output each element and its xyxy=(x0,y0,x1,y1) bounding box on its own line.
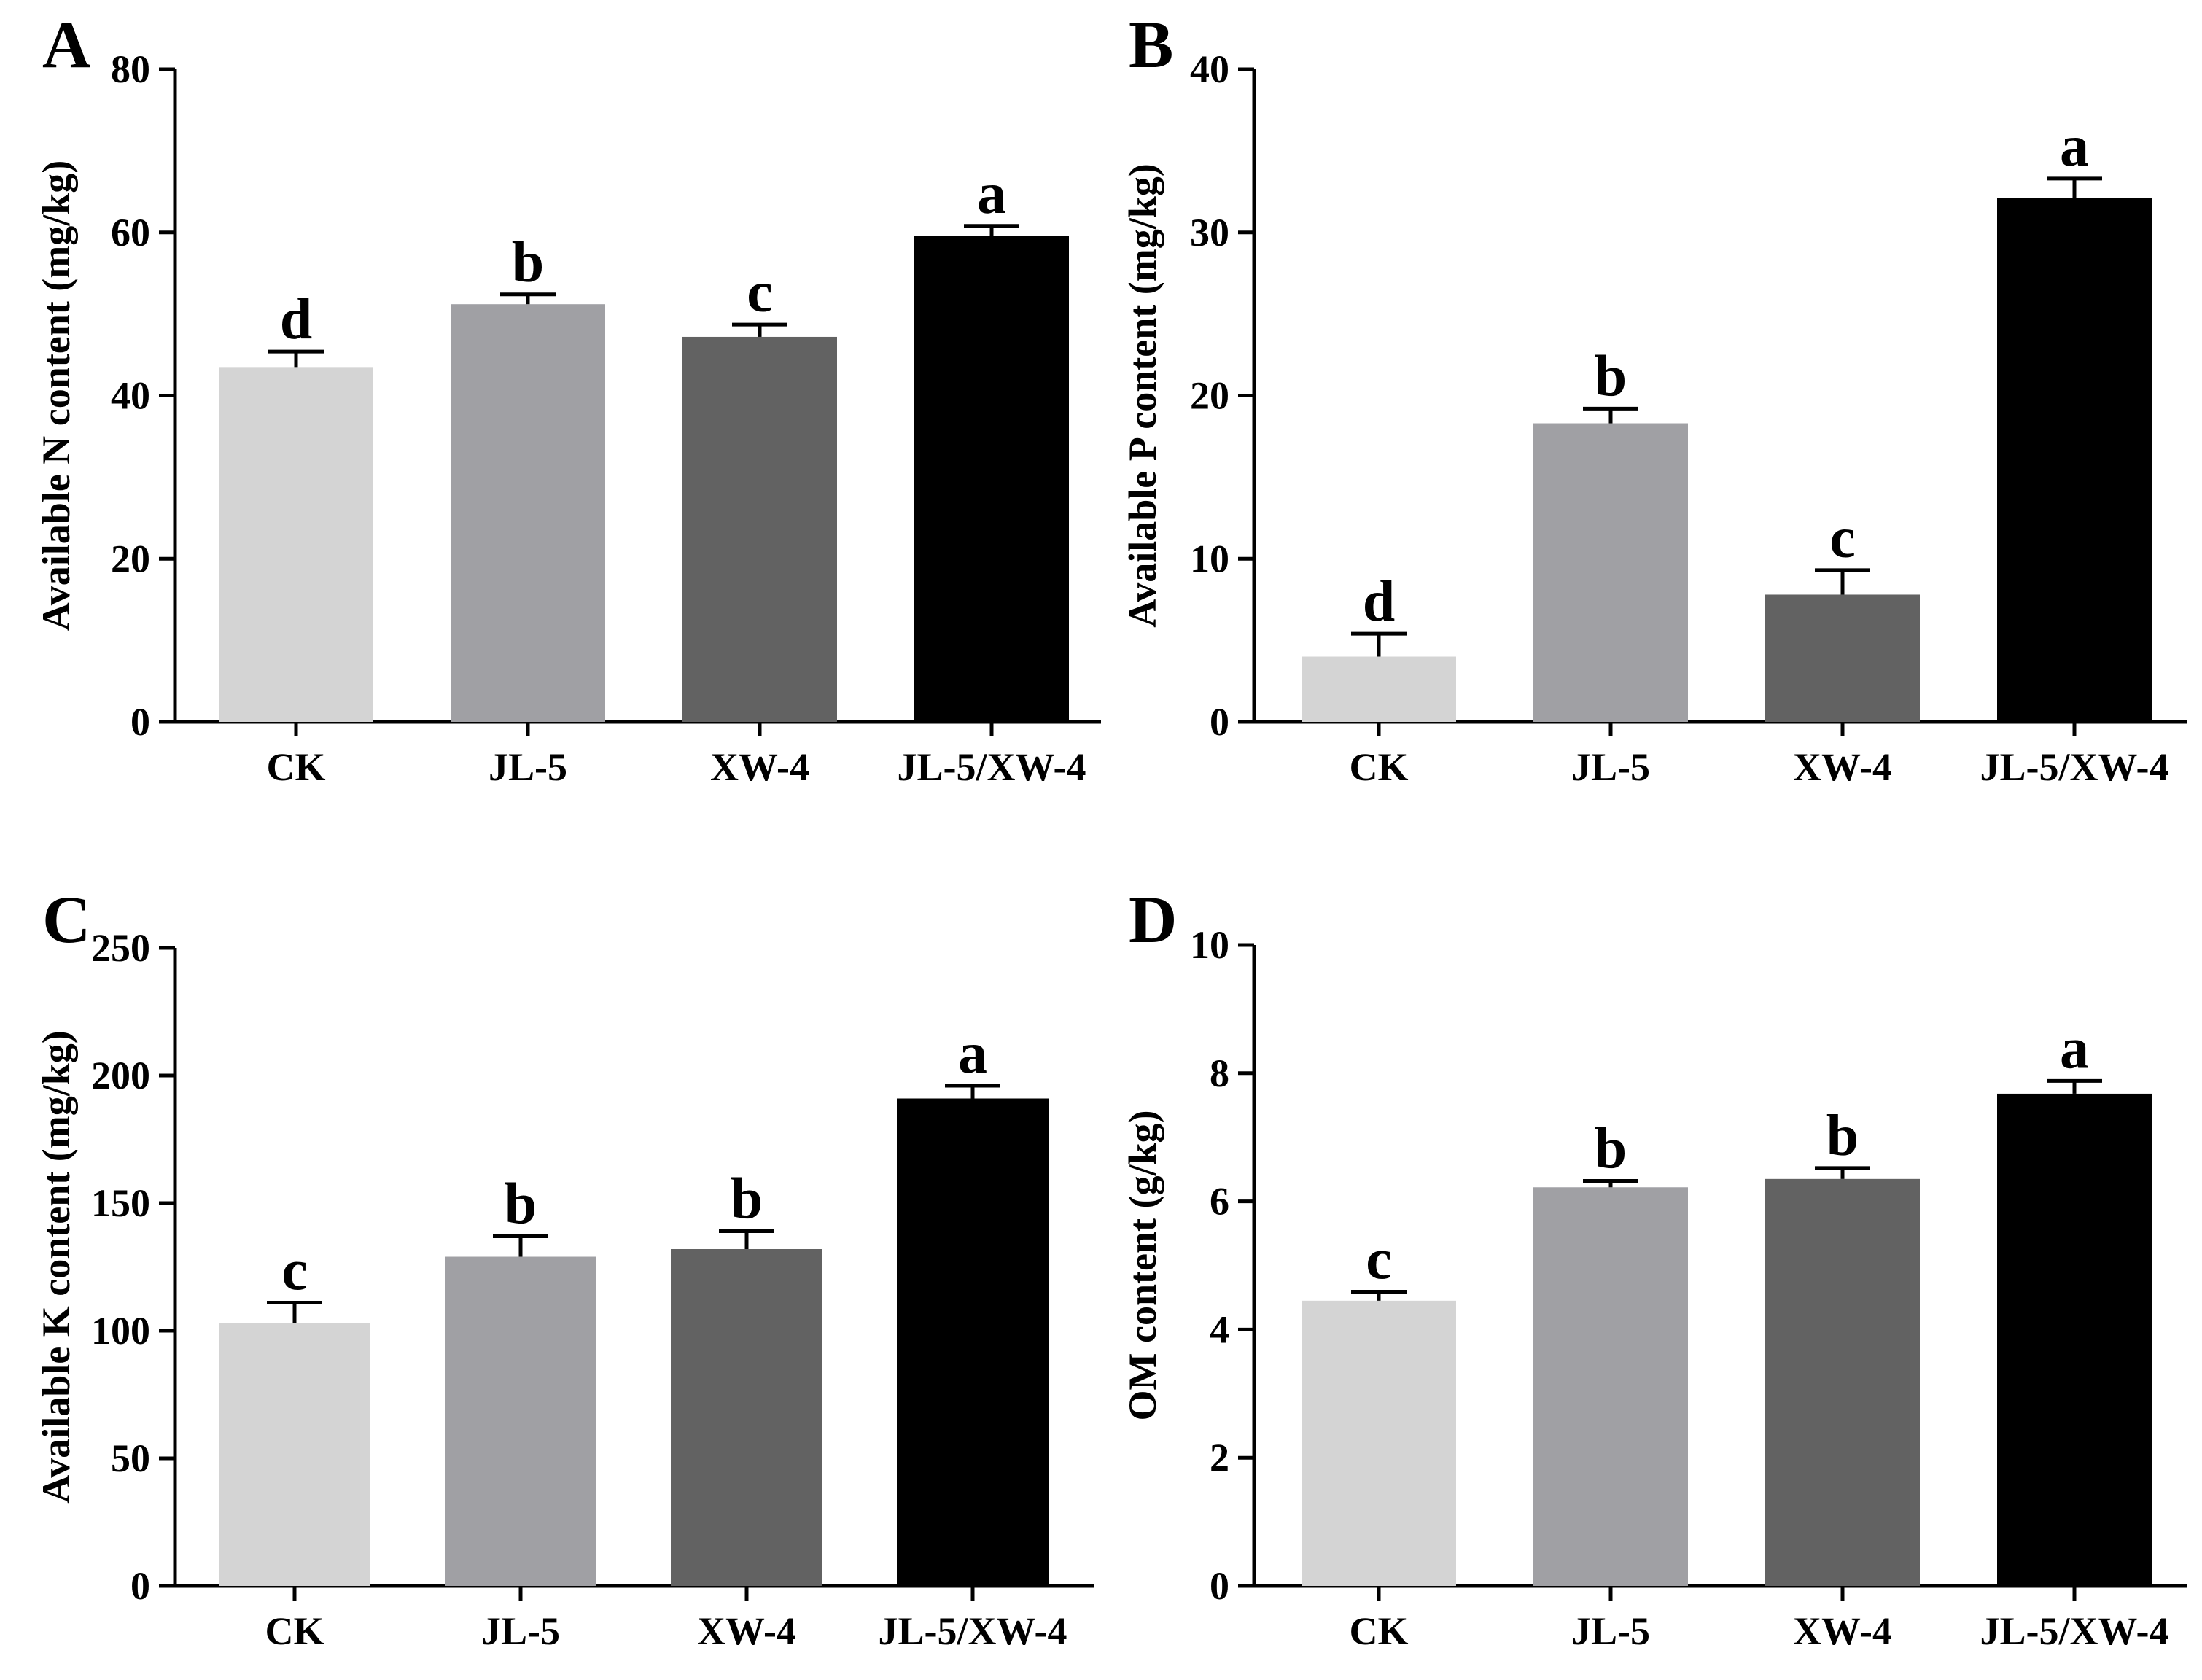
y-tick-label: 150 xyxy=(91,1181,150,1225)
panel-letter: A xyxy=(42,7,90,82)
y-tick-label: 0 xyxy=(131,700,150,744)
panel-letter: D xyxy=(1129,882,1177,957)
y-axis-title: Available N content (mg/kg) xyxy=(34,160,78,631)
category-label: XW-4 xyxy=(1793,1609,1892,1653)
category-label: JL-5/XW-4 xyxy=(1980,745,2169,789)
y-tick-label: 40 xyxy=(1190,47,1229,91)
significance-letter: c xyxy=(1829,506,1856,570)
category-label: JL-5/XW-4 xyxy=(898,745,1086,789)
significance-letter: b xyxy=(505,1172,537,1237)
y-axis-title: Available K content (mg/kg) xyxy=(34,1030,78,1503)
y-tick-label: 30 xyxy=(1190,211,1229,254)
category-label: XW-4 xyxy=(710,745,809,789)
y-tick-label: 20 xyxy=(1190,374,1229,418)
bar-jl-5 xyxy=(1533,423,1688,722)
bar-jl-5 xyxy=(445,1256,596,1586)
y-tick-label: 6 xyxy=(1210,1180,1229,1224)
category-label: JL-5 xyxy=(1571,745,1650,789)
category-label: JL-5/XW-4 xyxy=(879,1609,1067,1653)
y-tick-label: 0 xyxy=(131,1564,150,1608)
category-label: XW-4 xyxy=(697,1609,796,1653)
panel-letter: B xyxy=(1129,7,1173,82)
significance-letter: c xyxy=(1366,1228,1392,1292)
category-label: CK xyxy=(265,1609,324,1653)
significance-letter: b xyxy=(1826,1104,1859,1168)
category-label: CK xyxy=(267,745,326,789)
significance-letter: c xyxy=(281,1239,308,1303)
significance-letter: b xyxy=(731,1167,763,1232)
panel-a: A 0 20 40 60 80 Available N content (mg/kg) d CK… xyxy=(34,7,1101,789)
significance-letter: b xyxy=(1595,344,1627,408)
significance-letter: a xyxy=(977,162,1006,226)
category-label: JL-5/XW-4 xyxy=(1980,1609,2169,1653)
significance-letter: b xyxy=(1595,1116,1627,1181)
bar-xw-4 xyxy=(1765,594,1920,722)
y-tick-label: 10 xyxy=(1190,537,1229,580)
y-tick-label: 4 xyxy=(1210,1307,1229,1351)
y-tick-label: 0 xyxy=(1210,1564,1229,1608)
y-tick-label: 20 xyxy=(111,537,150,580)
bar-ck xyxy=(1302,1300,1456,1586)
y-tick-label: 60 xyxy=(111,211,150,254)
y-tick-label: 0 xyxy=(1210,700,1229,744)
category-label: JL-5 xyxy=(489,745,567,789)
significance-letter: a xyxy=(2060,1016,2089,1081)
significance-letter: b xyxy=(512,230,545,295)
y-tick-label: 8 xyxy=(1210,1051,1229,1095)
y-tick-label: 10 xyxy=(1190,923,1229,967)
bar-xw-4 xyxy=(682,336,837,722)
y-axis-title: Available P content (mg/kg) xyxy=(1121,163,1164,627)
y-axis-title: OM content (g/kg) xyxy=(1121,1111,1164,1421)
significance-letter: a xyxy=(2060,114,2089,179)
y-tick-label: 100 xyxy=(91,1309,150,1353)
bar-ck xyxy=(219,367,373,722)
category-label: JL-5 xyxy=(481,1609,560,1653)
y-tick-label: 40 xyxy=(111,374,150,418)
significance-letter: d xyxy=(1363,569,1396,634)
bar-jl-5 xyxy=(451,304,605,722)
panel-d: D 0 2 4 6 8 10 OM content (g/kg) c CK b JL-5 b XW-4 a J… xyxy=(1121,882,2187,1653)
bar-jl-5 xyxy=(1533,1187,1688,1586)
category-label: CK xyxy=(1350,745,1409,789)
category-label: XW-4 xyxy=(1793,745,1892,789)
y-tick-label: 80 xyxy=(111,47,150,91)
category-label: JL-5 xyxy=(1571,1609,1650,1653)
bar-xw-4 xyxy=(1765,1178,1920,1586)
y-tick-label: 50 xyxy=(111,1436,150,1480)
category-label: CK xyxy=(1350,1609,1409,1653)
significance-letter: a xyxy=(958,1022,987,1086)
bar-jl-5-xw-4 xyxy=(1997,198,2152,722)
y-tick-label: 200 xyxy=(91,1054,150,1097)
panel-c: C 0 50 100 150 200 250 Available K content (mg/… xyxy=(34,882,1094,1653)
bar-jl-5-xw-4 xyxy=(1997,1093,2152,1586)
significance-letter: c xyxy=(747,260,773,324)
panel-b: B 0 10 20 30 40 Available P content (mg/kg) d CK… xyxy=(1121,7,2187,789)
bar-xw-4 xyxy=(671,1249,822,1586)
bar-ck xyxy=(219,1323,370,1586)
bar-jl-5-xw-4 xyxy=(897,1098,1049,1586)
y-tick-label: 2 xyxy=(1210,1436,1229,1479)
y-tick-label: 250 xyxy=(91,926,150,970)
significance-letter: d xyxy=(280,287,313,351)
panel-letter: C xyxy=(42,882,90,957)
bar-ck xyxy=(1302,656,1456,722)
bar-jl-5-xw-4 xyxy=(914,236,1069,723)
